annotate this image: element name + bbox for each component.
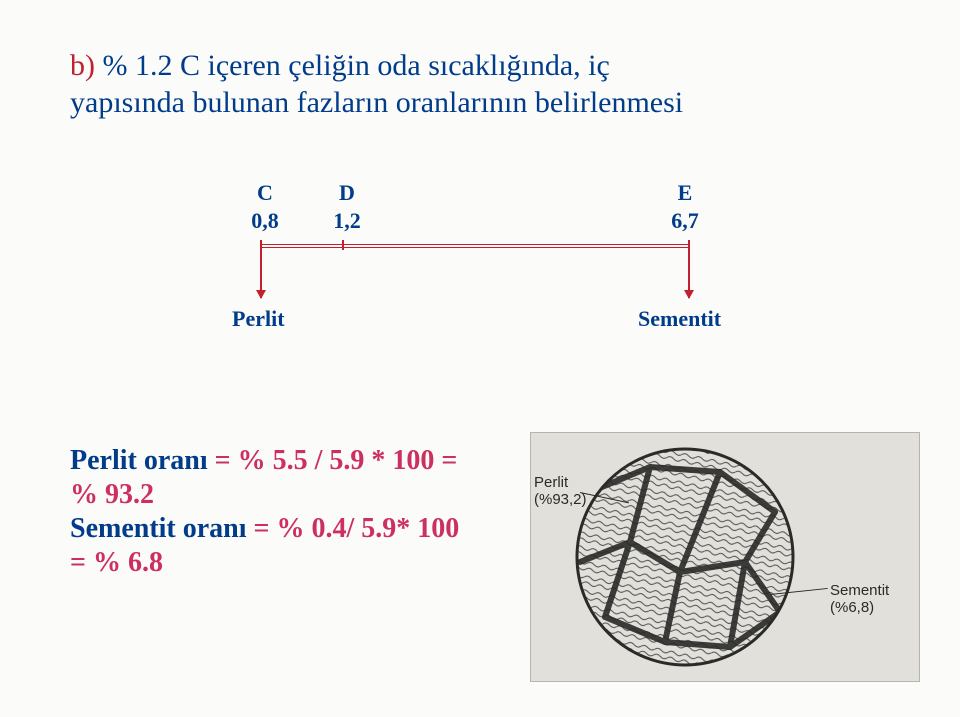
micro-label-sementit-sub: (%6,8) [830, 599, 874, 616]
question-title-line1: b) % 1.2 C içeren çeliğin oda sıcaklığın… [70, 48, 610, 84]
question-prefix: b) [70, 49, 95, 82]
calc-sementit-line1: Sementit oranı = % 0.4/ 5.9* 100 [70, 512, 459, 546]
lever-tick-C [260, 240, 262, 250]
calc-perlit-result-text: % 93.2 [70, 479, 154, 510]
calc-perlit-expr: = % 5.5 / 5.9 * 100 = [208, 445, 458, 476]
micrograph-svg [570, 442, 800, 672]
lever-tick-D [342, 240, 344, 250]
phase-label-sementit: Sementit [638, 306, 721, 332]
arrow-to-perlit [260, 250, 262, 298]
calc-sementit-result: = % 6.8 [70, 546, 163, 580]
lever-point-C-value: 0,8 [240, 208, 290, 234]
question-title-line2: yapısında bulunan fazların oranlarının b… [70, 85, 683, 121]
micro-label-perlit-sub: (%93,2) [534, 491, 587, 508]
lever-bar [260, 242, 690, 248]
lever-point-E-value: 6,7 [660, 208, 710, 234]
calc-sementit-result-text: = % 6.8 [70, 547, 163, 578]
arrow-to-sementit [688, 250, 690, 298]
calc-perlit-result: % 93.2 [70, 478, 154, 512]
calc-perlit-label: Perlit oranı [70, 445, 208, 476]
lever-point-E-letter: E [665, 180, 705, 206]
lever-point-C-letter: C [245, 180, 285, 206]
calc-sementit-expr: = % 0.4/ 5.9* 100 [247, 513, 460, 544]
lever-point-D-value: 1,2 [322, 208, 372, 234]
lever-point-D-letter: D [327, 180, 367, 206]
phase-label-perlit: Perlit [232, 306, 285, 332]
micro-label-perlit-text: Perlit [534, 474, 568, 491]
lever-diagram: C D E 0,8 1,2 6,7 Perlit Sementit [260, 180, 700, 310]
calc-perlit-line1: Perlit oranı = % 5.5 / 5.9 * 100 = [70, 444, 457, 478]
calc-sementit-label: Sementit oranı [70, 513, 247, 544]
micro-label-perlit: Perlit (%93,2) [534, 474, 587, 508]
micro-label-sementit-text: Sementit [830, 582, 889, 599]
micro-label-sementit: Sementit (%6,8) [830, 582, 889, 616]
micrograph-figure: Perlit (%93,2) Sementit (%6,8) [530, 432, 920, 682]
question-title-text-1: % 1.2 C içeren çeliğin oda sıcaklığında,… [95, 49, 610, 82]
lever-tick-E [688, 240, 690, 250]
